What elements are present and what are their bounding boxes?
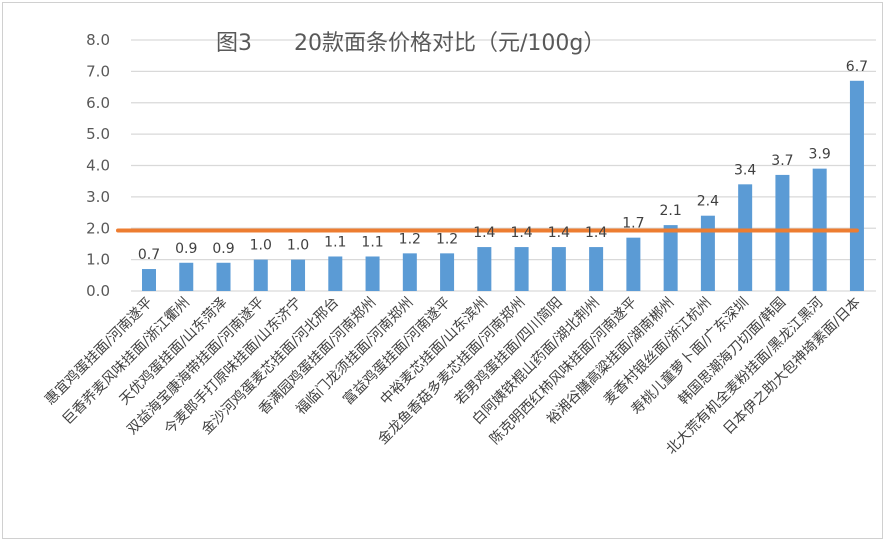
- bar: [775, 174, 790, 291]
- bar: [551, 247, 566, 291]
- data-label: 6.7: [846, 59, 868, 75]
- bar: [589, 247, 604, 291]
- bars: [142, 80, 864, 291]
- bar: [216, 262, 231, 291]
- data-label: 3.4: [734, 162, 756, 178]
- data-label: 1.4: [585, 225, 607, 241]
- data-label: 1.4: [473, 225, 495, 241]
- data-labels: 0.7 0.9 0.9 1.0 1.0 1.1 1.1 1.2 1.2 1.4 1.4 1.4 1.4 1…: [138, 59, 868, 263]
- y-tick-label: 6.0: [86, 94, 110, 112]
- data-label: 0.9: [175, 241, 197, 257]
- data-label: 1.4: [510, 225, 532, 241]
- y-tick-label: 3.0: [86, 188, 110, 206]
- data-label: 2.4: [697, 194, 719, 210]
- y-tick-label: 5.0: [86, 125, 110, 143]
- bar: [179, 262, 194, 291]
- data-label: 3.7: [771, 153, 793, 169]
- bar: [626, 237, 641, 291]
- bar: [402, 253, 417, 291]
- data-label: 2.1: [660, 203, 682, 219]
- bar: [849, 80, 864, 291]
- x-axis-labels: 惠宜鸡蛋挂面/河南遂平巨香荞麦风味挂面/浙江衢州天优鸡蛋挂面/山东菏泽双益海宝康…: [41, 294, 863, 458]
- chart-title: 图3 20款面条价格对比（元/100g）: [216, 31, 605, 56]
- bar: [738, 184, 753, 291]
- data-label: 1.2: [436, 231, 458, 247]
- data-label: 0.7: [138, 247, 160, 263]
- data-label: 1.0: [250, 238, 272, 254]
- y-tick-label: 2.0: [86, 219, 110, 237]
- y-tick-label: 1.0: [86, 251, 110, 269]
- y-tick-label: 7.0: [86, 62, 110, 80]
- bar: [440, 253, 455, 291]
- data-label: 1.4: [548, 225, 570, 241]
- y-axis-ticks: 0.0 1.0 2.0 3.0 4.0 5.0 6.0 7.0 8.0: [86, 31, 110, 300]
- bar: [365, 256, 380, 291]
- data-label: 1.2: [399, 231, 421, 247]
- bar: [700, 215, 715, 291]
- bar: [291, 259, 306, 291]
- bar: [477, 247, 492, 291]
- bar: [663, 225, 678, 291]
- y-tick-label: 0.0: [86, 282, 110, 300]
- y-tick-label: 8.0: [86, 31, 110, 49]
- gridlines: [131, 39, 876, 292]
- bar: [514, 247, 529, 291]
- x-tick-label: 日本伊之助大包神埼素面/日本: [720, 295, 863, 438]
- data-label: 1.1: [324, 234, 346, 250]
- bar: [142, 269, 156, 291]
- data-label: 0.9: [212, 241, 234, 257]
- data-label: 1.1: [361, 234, 383, 250]
- y-tick-label: 4.0: [86, 157, 110, 175]
- data-label: 1.7: [622, 216, 644, 232]
- data-label: 3.9: [809, 147, 831, 163]
- bar: [253, 259, 268, 291]
- data-label: 1.0: [287, 238, 309, 254]
- bar: [328, 256, 343, 291]
